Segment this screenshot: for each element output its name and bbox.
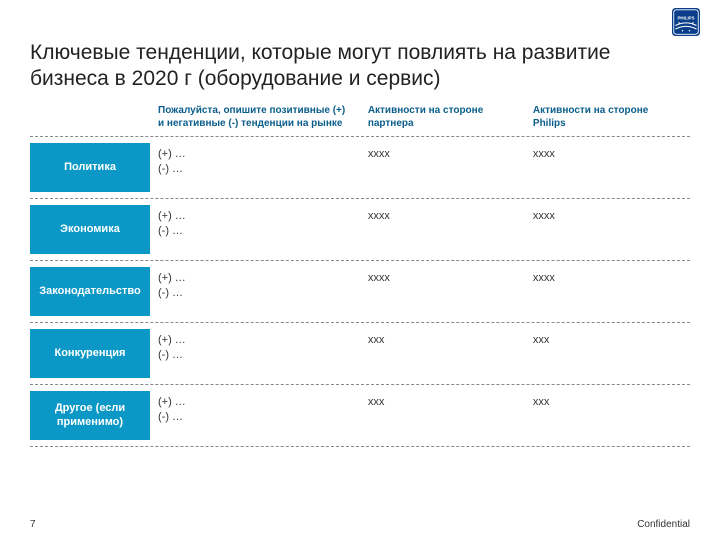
trend-negative: (-) … [158,410,352,425]
partner-cell: ххх [360,329,525,378]
trend-positive: (+) … [158,333,352,348]
page-number: 7 [30,519,36,530]
partner-cell: хххх [360,143,525,192]
brand-logo: PHILIPS [672,8,700,36]
trend-cell: (+) … (-) … [150,143,360,192]
philips-cell: хххх [525,267,690,316]
trend-negative: (-) … [158,224,352,239]
philips-cell: хххх [525,205,690,254]
table-row: Конкуренция (+) … (-) … ххх ххх [30,323,690,385]
trend-cell: (+) … (-) … [150,267,360,316]
table-header-row: Пожалуйста, опишите позитивные (+) и нег… [30,104,690,137]
trend-positive: (+) … [158,395,352,410]
confidential-label: Confidential [637,519,690,530]
col-header-partner: Активности на стороне партнера [360,104,525,130]
page-title: Ключевые тенденции, которые могут повлия… [30,40,690,93]
table-row: Законодательство (+) … (-) … хххх хххх [30,261,690,323]
table-row: Политика (+) … (-) … хххх хххх [30,137,690,199]
partner-cell: хххх [360,267,525,316]
table-row: Экономика (+) … (-) … хххх хххх [30,199,690,261]
category-cell: Другое (если применимо) [30,391,150,440]
philips-cell: ххх [525,329,690,378]
trend-cell: (+) … (-) … [150,329,360,378]
trend-positive: (+) … [158,209,352,224]
partner-cell: ххх [360,391,525,440]
philips-cell: хххх [525,143,690,192]
col-header-trend: Пожалуйста, опишите позитивные (+) и нег… [150,104,360,130]
category-cell: Политика [30,143,150,192]
trends-table: Пожалуйста, опишите позитивные (+) и нег… [30,104,690,447]
svg-text:PHILIPS: PHILIPS [678,15,695,20]
category-cell: Экономика [30,205,150,254]
trend-cell: (+) … (-) … [150,205,360,254]
trend-positive: (+) … [158,271,352,286]
trend-positive: (+) … [158,147,352,162]
philips-cell: ххх [525,391,690,440]
category-cell: Законодательство [30,267,150,316]
trend-negative: (-) … [158,286,352,301]
trend-negative: (-) … [158,348,352,363]
table-row: Другое (если применимо) (+) … (-) … ххх … [30,385,690,447]
col-header-philips: Активности на стороне Philips [525,104,690,130]
trend-cell: (+) … (-) … [150,391,360,440]
partner-cell: хххх [360,205,525,254]
category-cell: Конкуренция [30,329,150,378]
trend-negative: (-) … [158,162,352,177]
